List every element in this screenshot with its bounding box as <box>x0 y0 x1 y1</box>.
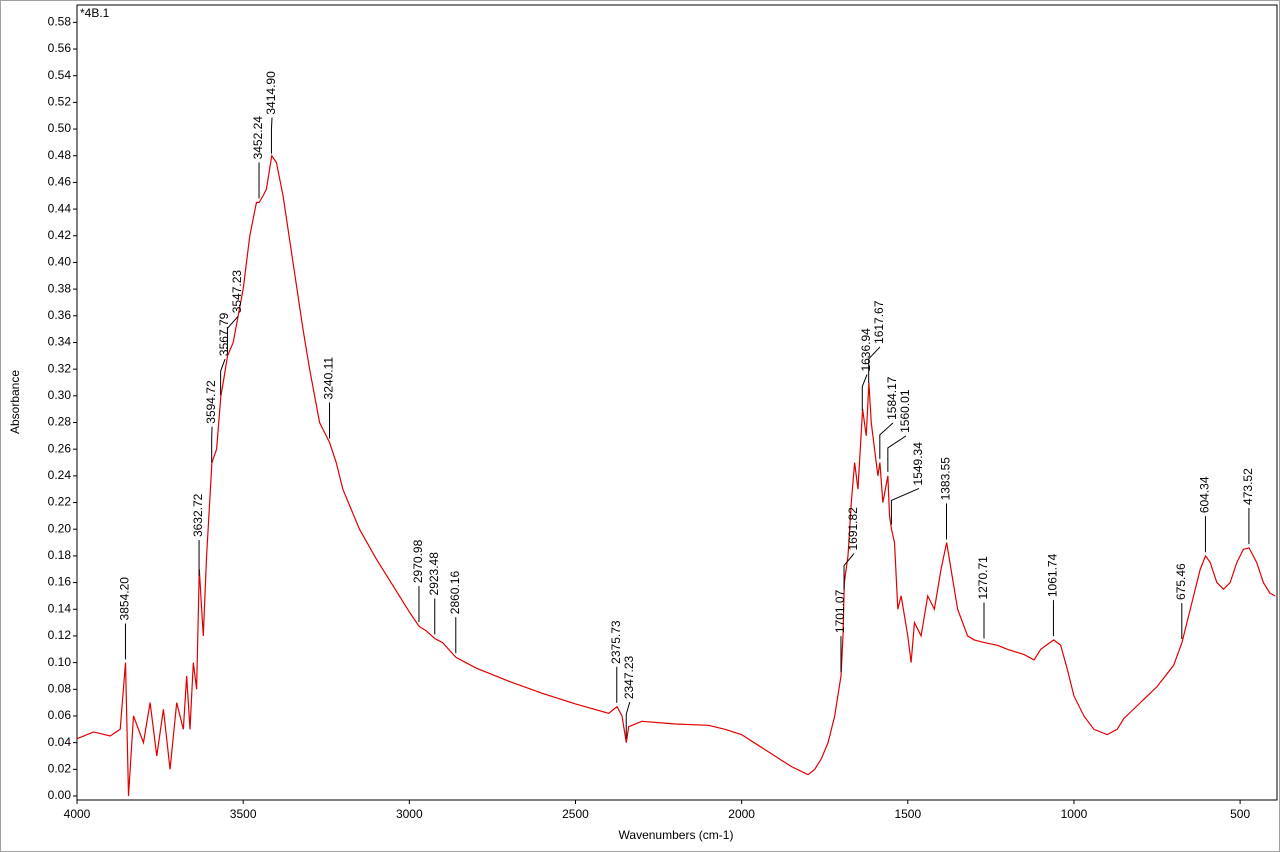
x-tick-label: 2000 <box>728 807 755 821</box>
annotation-label: 3854.20 <box>118 577 132 621</box>
annotation-label: 2923.48 <box>427 552 441 596</box>
chart-title: *4B.1 <box>80 6 110 20</box>
annotation-label: 1549.34 <box>911 442 925 486</box>
annotation-leader <box>861 374 868 411</box>
y-tick-label: 0.00 <box>48 788 72 802</box>
y-tick-label: 0.08 <box>48 681 72 695</box>
annotation-label: 1636.94 <box>859 328 873 372</box>
annotation-leader <box>879 422 894 459</box>
y-tick-label: 0.12 <box>48 628 72 642</box>
annotation-label: 2860.16 <box>448 571 462 615</box>
annotation-label: 3547.23 <box>230 270 244 314</box>
x-tick-label: 2500 <box>562 807 589 821</box>
y-tick-label: 0.58 <box>48 15 72 29</box>
annotation-leader <box>270 117 273 154</box>
y-tick-label: 0.34 <box>48 335 72 349</box>
y-tick-label: 0.52 <box>48 95 72 109</box>
y-tick-label: 0.22 <box>48 495 72 509</box>
annotation-leader <box>868 346 881 383</box>
y-tick-label: 0.54 <box>48 68 72 82</box>
annotation-leader <box>890 488 920 525</box>
y-tick-label: 0.50 <box>48 121 72 135</box>
annotation-label: 675.46 <box>1174 563 1188 600</box>
y-tick-label: 0.48 <box>48 148 72 162</box>
plot-area <box>76 4 1278 801</box>
annotation-label: 2375.73 <box>609 620 623 664</box>
y-tick-label: 0.40 <box>48 255 72 269</box>
annotation-label: 1560.01 <box>898 389 912 433</box>
annotation-leader <box>625 702 631 739</box>
annotation-label: 3632.72 <box>191 493 205 537</box>
y-tick-label: 0.14 <box>48 601 72 615</box>
x-tick-label: 3000 <box>396 807 423 821</box>
y-tick-label: 0.06 <box>48 708 72 722</box>
y-tick-label: 0.04 <box>48 735 72 749</box>
annotation-label: 1691.82 <box>846 507 860 551</box>
y-tick-label: 0.10 <box>48 655 72 669</box>
y-tick-label: 0.32 <box>48 361 72 375</box>
y-tick-label: 0.18 <box>48 548 72 562</box>
y-tick-label: 0.28 <box>48 415 72 429</box>
x-tick-label: 500 <box>1230 807 1250 821</box>
annotation-label: 1061.74 <box>1046 553 1060 597</box>
annotation-label: 2347.23 <box>622 655 636 699</box>
x-axis-title: Wavenumbers (cm-1) <box>619 828 734 842</box>
annotation-label: 3594.72 <box>204 380 218 424</box>
y-tick-label: 0.20 <box>48 521 72 535</box>
annotation-label: 1701.07 <box>833 589 847 633</box>
annotation-leader <box>220 358 226 396</box>
x-tick-label: 1000 <box>1061 807 1088 821</box>
annotation-label: 3240.11 <box>322 357 336 400</box>
annotation-label: 1617.67 <box>872 300 886 344</box>
annotation-label: 1270.71 <box>976 556 990 600</box>
x-tick-label: 1500 <box>894 807 921 821</box>
annotation-label: 2970.98 <box>411 539 425 583</box>
annotation-leader <box>843 553 855 590</box>
y-tick-label: 0.26 <box>48 441 72 455</box>
x-tick-label: 3500 <box>230 807 257 821</box>
y-tick-label: 0.38 <box>48 281 72 295</box>
annotation-label: 1383.55 <box>939 457 953 501</box>
annotation-label: 3414.90 <box>264 71 278 115</box>
y-tick-label: 0.24 <box>48 468 72 482</box>
y-axis-title: Absorbance <box>8 370 22 434</box>
annotation-label: 604.34 <box>1198 476 1212 513</box>
x-tick-label: 4000 <box>64 807 91 821</box>
y-tick-label: 0.56 <box>48 41 72 55</box>
y-tick-label: 0.16 <box>48 575 72 589</box>
annotation-label: 3567.79 <box>217 312 231 356</box>
y-tick-label: 0.42 <box>48 228 72 242</box>
annotation-label: 3452.24 <box>251 116 265 160</box>
annotation-leader <box>887 435 907 472</box>
y-tick-label: 0.46 <box>48 175 72 189</box>
y-tick-label: 0.30 <box>48 388 72 402</box>
y-tick-label: 0.44 <box>48 201 72 215</box>
y-tick-label: 0.02 <box>48 761 72 775</box>
y-tick-label: 0.36 <box>48 308 72 322</box>
annotation-label: 473.52 <box>1241 468 1255 505</box>
annotation-leader <box>226 315 239 353</box>
spectrum-line <box>76 154 1276 797</box>
annotation-label: 1584.17 <box>885 376 899 420</box>
